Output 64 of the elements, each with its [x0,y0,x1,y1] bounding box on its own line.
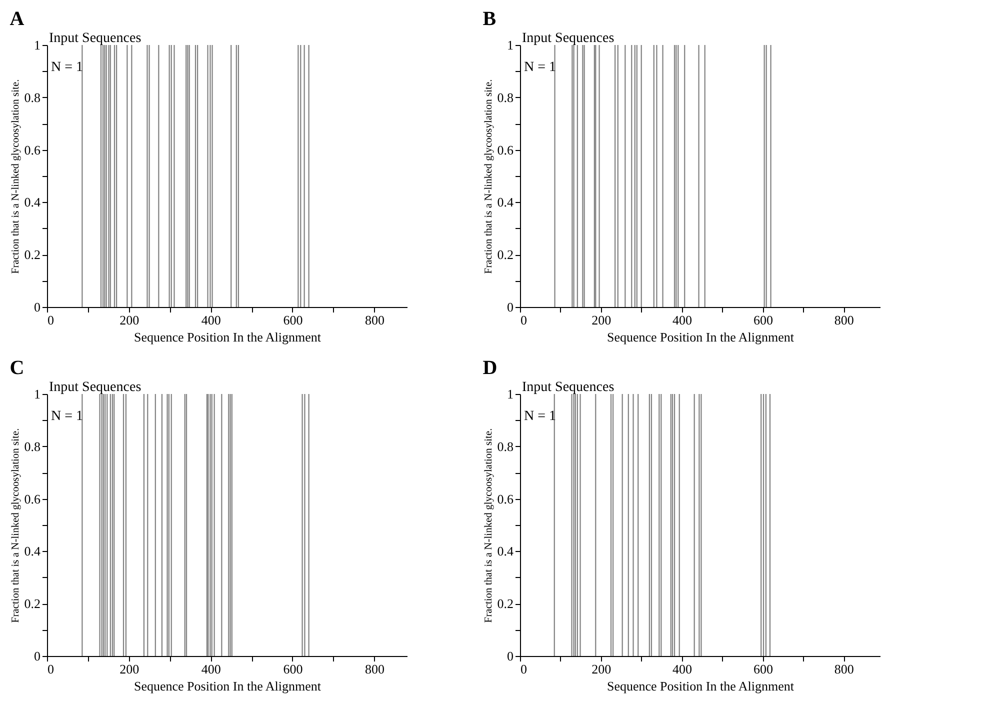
y-axis-title: Fraction that is a N-linked glycoosylation site. [10,79,22,274]
y-tick-label: 0.4 [24,194,41,210]
annotation: N = 1 [524,409,556,424]
chart-title: B [482,8,496,30]
y-tick-label: 0.4 [497,194,514,210]
y-tick-label: 1 [34,38,40,52]
x-axis-title: Sequence Position In the Alignment [134,330,322,344]
x-axis-title: Sequence Position In the Alignment [606,678,794,694]
x-tick-label: 400 [672,662,692,676]
annotation: N = 1 [51,409,84,424]
annotation: N = 1 [51,60,84,75]
y-tick-label: 0.6 [24,491,41,506]
x-tick-label: 200 [592,662,612,676]
annotation: Input Sequences [49,31,142,46]
x-tick-label: 800 [834,662,854,676]
y-tick-label: 0.8 [497,438,514,454]
y-axis-title: Fraction that is a N-linked glycoosylation site. [483,428,494,623]
y-axis-title: Fraction that is a N-linked glycoosylation site. [483,79,494,274]
x-tick-label: 800 [365,312,385,328]
y-axis-title: Fraction that is a N-linked glycoosylation site. [10,428,22,623]
chart-title: D [482,357,498,379]
y-tick-label: 0.2 [24,247,40,262]
y-tick-label: 0.8 [24,438,40,454]
x-tick-label: 0 [520,312,527,328]
x-tick-label: 600 [753,312,773,328]
x-tick-label: 200 [120,662,140,676]
y-tick-label: 0 [34,300,40,314]
x-tick-label: 200 [120,312,140,328]
x-tick-label: 0 [48,662,54,676]
y-tick-label: 0.6 [24,142,41,158]
annotation: Input Sequences [522,380,614,395]
x-tick-label: 0 [520,662,527,676]
y-tick-label: 0.6 [497,142,514,158]
chart-title: A [10,8,25,30]
y-tick-label: 0.6 [497,491,514,506]
y-tick-label: 1 [507,38,514,52]
x-tick-label: 600 [283,662,303,676]
y-tick-label: 0.4 [24,544,41,559]
x-axis-title: Sequence Position In the Alignment [134,678,322,694]
y-tick-label: 0 [507,300,514,314]
x-tick-label: 600 [753,662,773,676]
y-tick-label: 0 [507,648,514,664]
y-tick-label: 1 [34,386,40,402]
y-tick-label: 1 [507,386,514,402]
y-tick-label: 0 [34,648,40,664]
y-tick-label: 0.8 [497,90,514,105]
x-tick-label: 400 [201,312,221,328]
annotation: Input Sequences [522,31,614,46]
x-tick-label: 0 [48,312,54,328]
chart-title: C [10,357,24,379]
y-tick-label: 0.4 [497,544,514,559]
x-tick-label: 800 [834,312,854,328]
y-tick-label: 0.2 [497,247,514,262]
x-tick-label: 200 [592,312,612,328]
x-axis-title: Sequence Position In the Alignment [606,330,794,344]
x-tick-label: 800 [365,662,385,676]
y-tick-label: 0.8 [24,90,40,105]
x-tick-label: 400 [672,312,692,328]
y-tick-label: 0.2 [24,596,40,612]
x-tick-label: 400 [201,662,221,676]
x-tick-label: 600 [283,312,303,328]
y-tick-label: 0.2 [497,596,514,612]
annotation: N = 1 [524,60,556,75]
annotation: Input Sequences [49,380,142,395]
